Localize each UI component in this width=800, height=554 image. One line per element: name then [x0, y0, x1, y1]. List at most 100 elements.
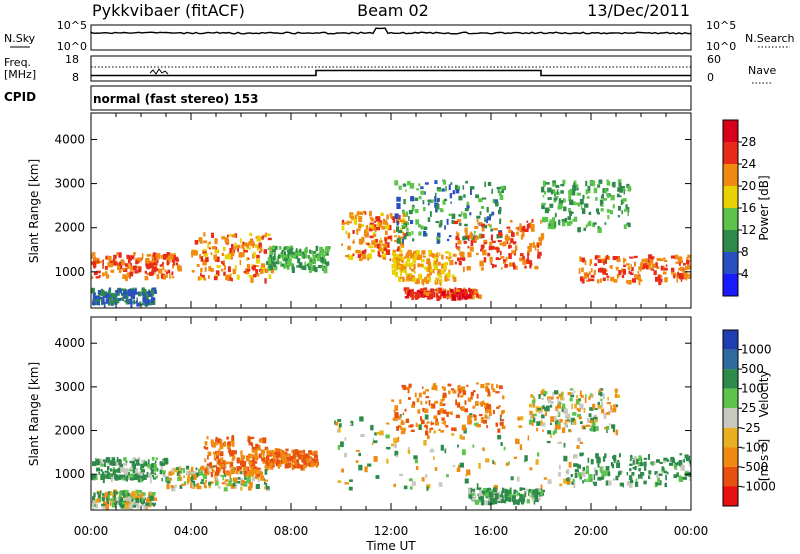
- velocity-echo-cell: [171, 485, 176, 492]
- power-echo-cell: [405, 189, 407, 192]
- power-echo-cell: [573, 186, 577, 191]
- power-echo-cell: [564, 217, 568, 222]
- power-echo-cell: [382, 220, 386, 225]
- power-echo-cell: [150, 297, 154, 303]
- power-echo-cell: [616, 274, 619, 279]
- velocity-echo-cell: [532, 403, 536, 408]
- power-echo-cell: [604, 188, 608, 193]
- power-echo-cell: [441, 263, 444, 269]
- velocity-echo-cell: [576, 464, 581, 469]
- power-echo-cell: [356, 211, 359, 216]
- velocity-echo-cell: [180, 468, 183, 474]
- velocity-echo-cell: [116, 456, 119, 461]
- velocity-echo-cell: [614, 394, 618, 398]
- velocity-echo-cell: [433, 383, 436, 389]
- velocity-echo-cell: [418, 424, 422, 430]
- power-echo-cell: [316, 255, 321, 261]
- velocity-echo-cell: [683, 458, 685, 463]
- power-echo-cell: [452, 190, 456, 195]
- velocity-echo-cell: [251, 476, 255, 482]
- power-echo-cell: [367, 257, 369, 261]
- power-y-tick: 1000: [54, 265, 85, 279]
- velocity-echo-cell: [215, 453, 220, 460]
- velocity-echo-cell: [458, 384, 461, 388]
- power-echo-cell: [506, 236, 511, 241]
- power-echo-cell: [479, 222, 483, 226]
- power-echo-cell: [280, 263, 285, 267]
- power-echo-cell: [147, 266, 150, 270]
- velocity-echo-cell: [120, 492, 125, 496]
- power-echo-cell: [497, 189, 500, 193]
- velocity-echo-cell: [264, 469, 268, 475]
- power-echo-cell: [149, 262, 154, 269]
- velocity-echo-cell: [280, 452, 285, 459]
- velocity-echo-cell: [486, 404, 491, 409]
- velocity-echo-cell: [145, 499, 150, 505]
- power-echo-cell: [146, 295, 149, 300]
- power-echo-cell: [298, 252, 303, 256]
- velocity-echo-cell: [460, 436, 465, 440]
- velocity-echo-cell: [219, 451, 224, 457]
- power-echo-cell: [470, 231, 473, 234]
- power-echo-cell: [685, 266, 688, 271]
- power-echo-cell: [252, 264, 256, 271]
- velocity-echo-cell: [462, 449, 466, 456]
- velocity-echo-cell: [571, 403, 573, 410]
- power-echo-cell: [286, 258, 290, 261]
- velocity-echo-cell: [252, 460, 256, 467]
- velocity-y-title: Slant Range [km]: [27, 362, 41, 466]
- power-echo-cell: [415, 219, 420, 225]
- velocity-echo-cell: [308, 450, 312, 455]
- power-echo-cell: [99, 260, 102, 264]
- velocity-echo-cell: [541, 422, 546, 427]
- velocity-echo-cell: [118, 493, 122, 499]
- power-echo-cell: [589, 261, 591, 266]
- power-echo-cell: [402, 277, 405, 282]
- power-echo-cell: [524, 228, 529, 232]
- velocity-echo-cell: [414, 459, 418, 464]
- velocity-echo-cell: [569, 397, 573, 402]
- velocity-echo-cell: [636, 458, 639, 464]
- velocity-echo-cell: [582, 468, 585, 475]
- velocity-echo-cell: [284, 454, 287, 458]
- power-echo-cell: [231, 278, 233, 282]
- velocity-echo-cell: [124, 468, 129, 472]
- power-echo-cell: [138, 266, 142, 271]
- power-echo-cell: [687, 254, 691, 258]
- power-echo-cell: [136, 297, 138, 300]
- power-echo-cell: [191, 253, 193, 258]
- velocity-echo-cell: [252, 456, 256, 462]
- power-echo-cell: [268, 274, 272, 279]
- power-echo-cell: [506, 240, 509, 245]
- velocity-echo-cell: [408, 383, 412, 388]
- power-echo-cell: [522, 259, 527, 265]
- velocity-echo-cell: [400, 421, 405, 425]
- power-echo-cell: [232, 268, 236, 275]
- power-echo-cell: [541, 204, 545, 210]
- velocity-echo-cell: [101, 503, 106, 506]
- power-echo-cell: [133, 252, 136, 256]
- power-echo-cell: [445, 186, 447, 192]
- power-echo-cell: [108, 289, 111, 294]
- velocity-echo-cell: [455, 414, 460, 419]
- velocity-echo-cell: [275, 461, 279, 467]
- velocity-echo-cell: [573, 454, 578, 459]
- power-echo-cell: [377, 243, 382, 249]
- power-echo-cell: [155, 253, 161, 260]
- power-echo-cell: [109, 299, 112, 304]
- velocity-echo-cell: [134, 467, 138, 474]
- power-echo-cell: [113, 254, 117, 259]
- velocity-echo-cell: [400, 430, 406, 435]
- power-echo-cell: [551, 223, 556, 230]
- velocity-echo-cell: [294, 459, 300, 464]
- velocity-echo-cell: [503, 446, 506, 451]
- velocity-echo-cell: [349, 479, 353, 482]
- velocity-echo-cell: [228, 480, 232, 487]
- power-echo-cell: [648, 266, 653, 270]
- power-echo-cell: [267, 237, 272, 241]
- power-echo-cell: [435, 206, 438, 213]
- velocity-echo-cell: [486, 415, 491, 420]
- power-echo-cell: [392, 252, 396, 256]
- velocity-echo-cell: [508, 461, 510, 466]
- velocity-echo-cell: [122, 477, 125, 481]
